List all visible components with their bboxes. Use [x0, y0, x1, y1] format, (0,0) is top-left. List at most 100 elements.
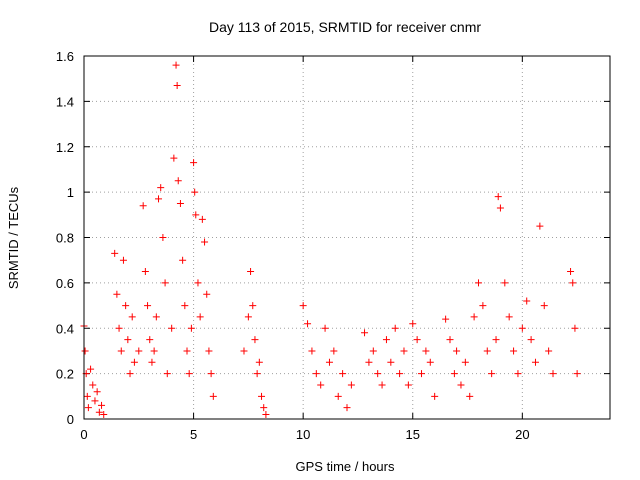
data-point	[115, 324, 123, 332]
data-point	[312, 370, 320, 378]
data-point	[260, 404, 268, 412]
data-point	[496, 204, 504, 212]
plot-frame	[83, 55, 611, 420]
data-point	[404, 381, 412, 389]
data-point	[89, 381, 97, 389]
data-point	[201, 238, 209, 246]
data-point	[113, 290, 121, 298]
data-point	[95, 408, 103, 416]
data-point	[128, 313, 136, 321]
data-point	[461, 358, 469, 366]
data-point	[144, 302, 152, 310]
data-point	[258, 392, 266, 400]
data-point	[347, 381, 355, 389]
data-point	[514, 370, 522, 378]
data-point	[492, 336, 500, 344]
data-point	[343, 404, 351, 412]
data-point	[198, 215, 206, 223]
data-point	[91, 397, 99, 405]
data-point	[163, 370, 171, 378]
data-point	[391, 324, 399, 332]
data-point	[531, 358, 539, 366]
data-point	[157, 184, 165, 192]
data-point	[317, 381, 325, 389]
data-point	[321, 324, 329, 332]
data-point	[191, 188, 199, 196]
data-point	[365, 358, 373, 366]
data-point	[207, 370, 215, 378]
y-tick-label: 0.8	[56, 231, 74, 246]
data-point	[152, 313, 160, 321]
data-point	[84, 404, 92, 412]
data-point	[141, 268, 149, 276]
data-point	[111, 249, 119, 257]
data-point	[176, 199, 184, 207]
data-point	[569, 279, 577, 287]
data-points	[80, 61, 581, 418]
y-tick-label: 0.2	[56, 367, 74, 382]
data-point	[173, 81, 181, 89]
data-point	[139, 202, 147, 210]
x-tick-label: 15	[406, 427, 420, 442]
data-point	[130, 358, 138, 366]
data-point	[426, 358, 434, 366]
data-point	[255, 358, 263, 366]
data-point	[100, 410, 108, 418]
data-point	[510, 347, 518, 355]
data-point	[470, 313, 478, 321]
data-point	[304, 320, 312, 328]
data-point	[518, 324, 526, 332]
data-point	[400, 347, 408, 355]
data-point	[170, 154, 178, 162]
x-tick-label: 20	[515, 427, 529, 442]
data-point	[488, 370, 496, 378]
data-point	[247, 268, 255, 276]
data-point	[187, 324, 195, 332]
data-point	[179, 256, 187, 264]
data-point	[453, 347, 461, 355]
data-point	[409, 320, 417, 328]
data-point	[205, 347, 213, 355]
data-point	[181, 302, 189, 310]
data-point	[83, 392, 91, 400]
x-tick-label: 10	[296, 427, 310, 442]
data-point	[93, 388, 101, 396]
data-point	[98, 401, 106, 409]
data-point	[494, 193, 502, 201]
data-point	[244, 313, 252, 321]
data-point	[446, 336, 454, 344]
data-point	[442, 315, 450, 323]
y-tick-label: 0.6	[56, 276, 74, 291]
data-point	[185, 370, 193, 378]
data-point	[387, 358, 395, 366]
data-point	[209, 392, 217, 400]
data-point	[253, 370, 261, 378]
data-point	[523, 297, 531, 305]
data-point	[483, 347, 491, 355]
data-point	[299, 302, 307, 310]
data-point	[87, 365, 95, 373]
data-point	[122, 302, 130, 310]
y-tick-label: 1	[67, 185, 74, 200]
data-point	[251, 336, 259, 344]
data-point	[161, 279, 169, 287]
data-point	[183, 347, 191, 355]
data-point	[545, 347, 553, 355]
data-point	[361, 329, 369, 337]
data-point	[334, 392, 342, 400]
data-point	[369, 347, 377, 355]
data-point	[190, 159, 198, 167]
data-point	[422, 347, 430, 355]
data-point	[308, 347, 316, 355]
data-point	[536, 222, 544, 230]
data-point	[262, 410, 270, 418]
data-point	[571, 324, 579, 332]
data-point	[527, 336, 535, 344]
x-axis-label: GPS time / hours	[296, 459, 395, 474]
data-point	[150, 347, 158, 355]
y-tick-label: 1.2	[56, 140, 74, 155]
data-point	[196, 313, 204, 321]
data-point	[126, 370, 134, 378]
data-point	[325, 358, 333, 366]
data-point	[501, 279, 509, 287]
